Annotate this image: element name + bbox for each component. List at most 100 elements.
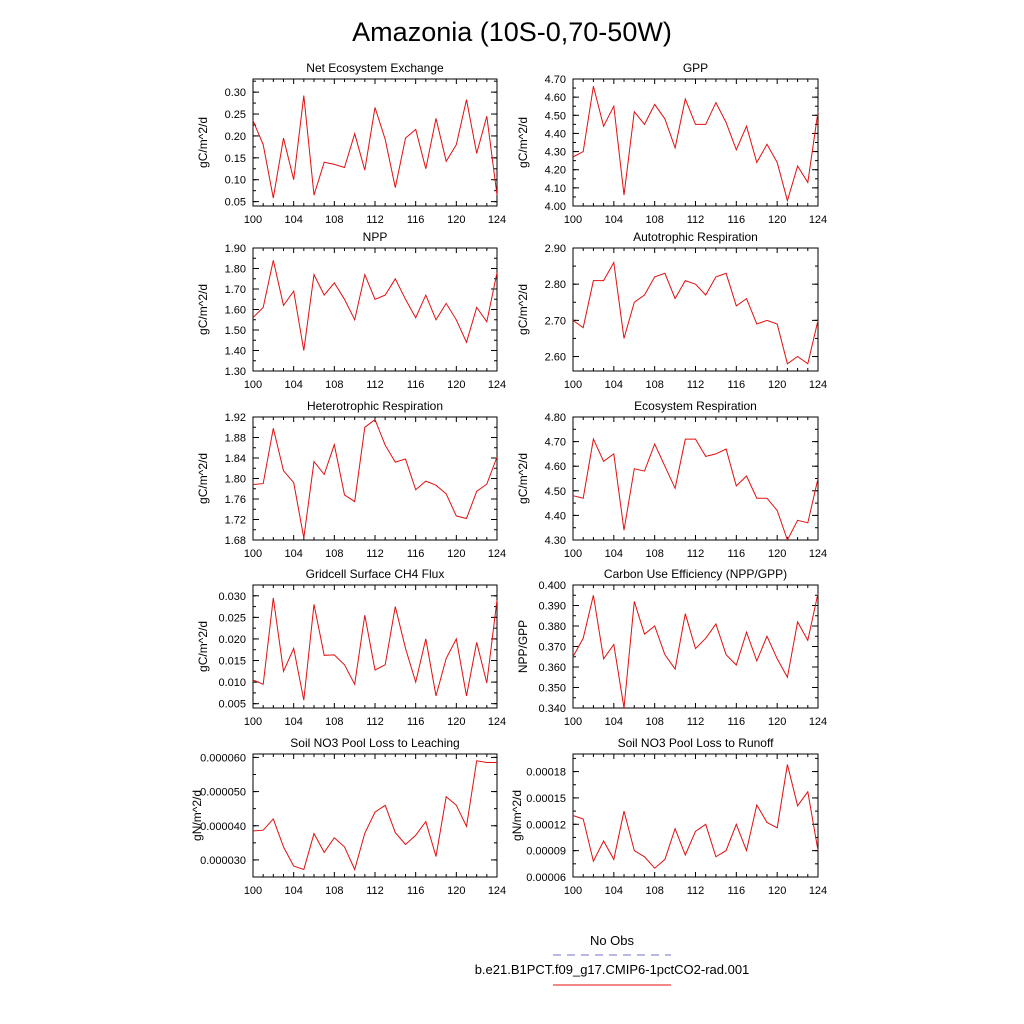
x-tick-label: 120 [447, 548, 465, 560]
x-tick-label: 124 [488, 716, 506, 728]
plot-frame [572, 753, 819, 878]
x-tick-label: 108 [645, 716, 663, 728]
x-tick-label: 112 [366, 379, 384, 391]
y-tick-label: 0.30 [225, 87, 246, 99]
x-tick-label: 100 [564, 716, 582, 728]
panel-grid: Net Ecosystem Exchange gC/m^2/d 100 104 108 1… [190, 61, 827, 897]
y-tick-label: 0.10 [225, 175, 246, 187]
x-tick-label: 116 [728, 548, 746, 560]
x-tick-label: 112 [366, 548, 384, 560]
y-tick-label: 1.76 [225, 494, 246, 506]
x-tick-label: 100 [244, 214, 262, 226]
x-tick-label: 120 [447, 379, 465, 391]
y-tick-label: 4.40 [545, 510, 566, 522]
y-tick-label: 1.92 [225, 412, 246, 424]
y-tick-label: 4.50 [545, 486, 566, 498]
x-tick-label: 116 [728, 885, 746, 897]
y-tick-label: 0.020 [218, 634, 246, 646]
y-tick-label: 4.40 [545, 128, 566, 140]
x-tick-label: 120 [768, 548, 786, 560]
x-tick-label: 112 [687, 716, 705, 728]
y-tick-label: 0.000040 [200, 821, 246, 833]
plot-frame [572, 78, 819, 207]
y-tick-label: 0.00009 [526, 846, 566, 858]
y-tick-label: 0.000060 [200, 752, 246, 764]
y-tick-label: 1.40 [225, 346, 246, 358]
x-tick-label: 112 [366, 214, 384, 226]
y-axis-label: gN/m^2/d [510, 790, 524, 841]
y-tick-label: 0.005 [218, 699, 246, 711]
legend-label-obs: No Obs [590, 933, 635, 948]
panel-title: Net Ecosystem Exchange [306, 61, 444, 75]
y-tick-label: 4.50 [545, 110, 566, 122]
panel-1: Net Ecosystem Exchange gC/m^2/d 100 104 108 1… [196, 61, 506, 226]
y-axis-label: NPP/GPP [516, 620, 530, 673]
y-tick-label: 4.00 [545, 201, 566, 213]
y-tick-label: 1.30 [225, 366, 246, 378]
x-tick-label: 112 [366, 885, 384, 897]
y-tick-label: 0.000030 [200, 855, 246, 867]
plot-frame [572, 584, 819, 709]
y-tick-label: 0.15 [225, 153, 246, 165]
y-tick-label: 0.350 [538, 683, 566, 695]
y-tick-label: 0.010 [218, 677, 246, 689]
x-tick-label: 108 [645, 548, 663, 560]
plot-frame [252, 247, 498, 372]
x-tick-label: 100 [564, 885, 582, 897]
x-tick-label: 104 [605, 214, 623, 226]
y-tick-label: 1.50 [225, 325, 246, 337]
x-tick-label: 100 [244, 548, 262, 560]
y-axis-label: gC/m^2/d [196, 284, 210, 335]
plot-frame [252, 78, 498, 207]
x-tick-label: 108 [325, 716, 343, 728]
plot-frame [252, 584, 498, 709]
x-tick-label: 116 [728, 379, 746, 391]
y-tick-label: 1.80 [225, 474, 246, 486]
panel-title: Soil NO3 Pool Loss to Runoff [618, 736, 775, 750]
x-tick-label: 116 [407, 379, 425, 391]
x-tick-label: 124 [488, 548, 506, 560]
x-tick-label: 112 [366, 716, 384, 728]
y-tick-label: 0.05 [225, 197, 246, 209]
x-tick-label: 120 [768, 214, 786, 226]
panel-5: Heterotrophic Respiration gC/m^2/d 100 104 1… [196, 399, 506, 560]
y-tick-label: 4.30 [545, 147, 566, 159]
y-axis-label: gC/m^2/d [196, 621, 210, 672]
y-tick-label: 0.000050 [200, 787, 246, 799]
x-tick-label: 104 [605, 885, 623, 897]
y-tick-label: 0.390 [538, 601, 566, 613]
y-tick-label: 4.20 [545, 165, 566, 177]
y-tick-label: 0.20 [225, 131, 246, 143]
series-line-1 [572, 764, 819, 869]
x-tick-label: 108 [325, 548, 343, 560]
x-tick-label: 120 [447, 716, 465, 728]
panel-title: NPP [363, 230, 388, 244]
x-tick-label: 120 [768, 885, 786, 897]
y-tick-label: 1.90 [225, 243, 246, 255]
x-tick-label: 124 [488, 214, 506, 226]
series-line-1 [252, 418, 498, 539]
panel-title: Soil NO3 Pool Loss to Leaching [290, 736, 459, 750]
series-line-1 [572, 437, 819, 542]
x-tick-label: 124 [488, 379, 506, 391]
x-tick-label: 100 [564, 214, 582, 226]
x-tick-label: 116 [407, 214, 425, 226]
x-tick-label: 100 [244, 716, 262, 728]
x-tick-label: 108 [325, 214, 343, 226]
panel-8: Carbon Use Efficiency (NPP/GPP) NPP/GPP 10… [516, 567, 827, 728]
y-tick-label: 0.00018 [526, 767, 566, 779]
panel-2: GPP gC/m^2/d 100 104 108 112 116 120 124 4.00 4.10… [516, 61, 827, 226]
x-tick-label: 124 [809, 716, 827, 728]
panel-6: Ecosystem Respiration gC/m^2/d 100 104 108 11… [516, 399, 827, 560]
panel-title: Autotrophic Respiration [633, 230, 758, 244]
y-tick-label: 1.80 [225, 264, 246, 276]
x-tick-label: 108 [325, 885, 343, 897]
x-tick-label: 116 [728, 716, 746, 728]
panel-title: Heterotrophic Respiration [307, 399, 443, 413]
figure-title: Amazonia (10S-0,70-50W) [352, 17, 672, 47]
x-tick-label: 100 [564, 548, 582, 560]
y-tick-label: 2.60 [545, 352, 566, 364]
x-tick-label: 104 [605, 548, 623, 560]
x-tick-label: 104 [284, 885, 302, 897]
